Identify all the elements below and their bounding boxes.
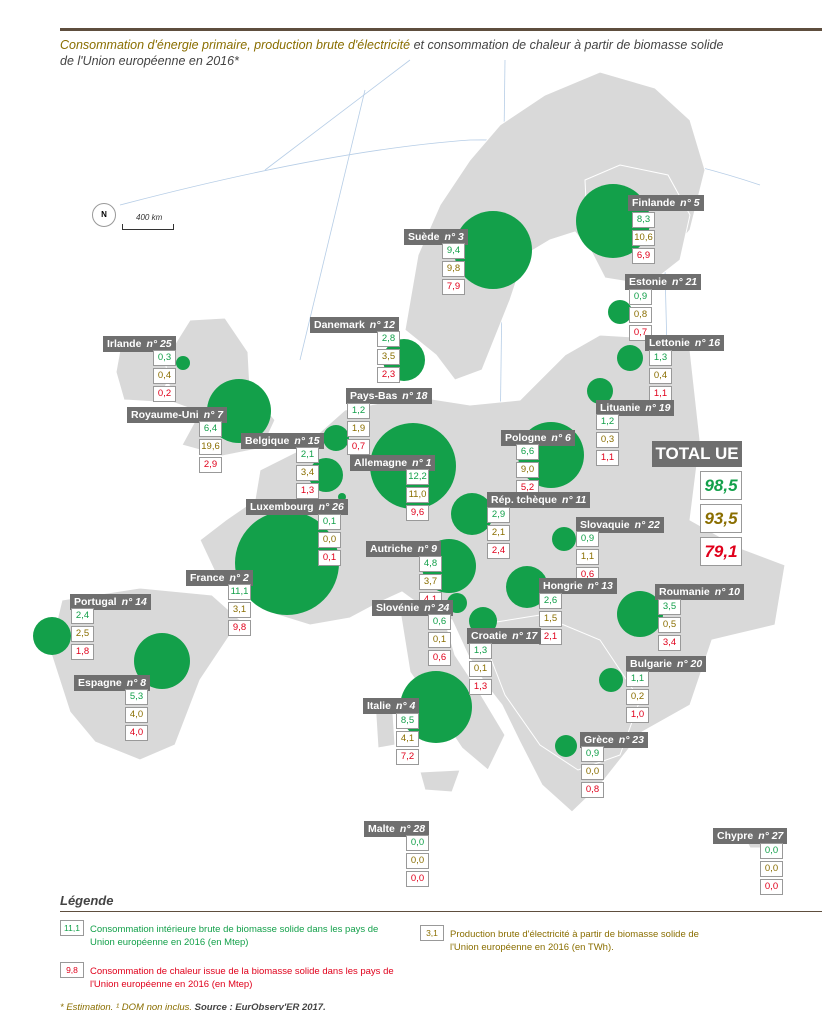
scale-label: 400 km <box>136 213 163 222</box>
label-pologne: Pologne n° 6 <box>501 430 575 446</box>
values-france: 11,1 3,1 9,8 <box>228 584 251 638</box>
values-espagne: 5,3 4,0 4,0 <box>125 689 148 743</box>
bubble-roumanie <box>617 591 663 637</box>
values-suede: 9,4 9,8 7,9 <box>442 243 465 297</box>
bubble-france <box>235 511 339 615</box>
values-hongrie: 2,6 1,5 2,1 <box>539 593 562 647</box>
label-lettonie: Lettonie n° 16 <box>645 335 725 351</box>
footnote: * Estimation. ¹ DOM non inclus. Source :… <box>60 1002 326 1013</box>
label-croatie: Croatie n° 17 <box>467 628 542 644</box>
bubble-suede <box>454 211 532 289</box>
sicily-shape <box>419 769 461 793</box>
legend-text-heat: Consommation de chaleur issue de la biom… <box>90 966 394 990</box>
values-lituanie: 1,2 0,3 1,1 <box>596 414 619 468</box>
bubble-irlande <box>176 356 190 370</box>
values-finlande: 8,3 10,6 6,9 <box>632 212 655 266</box>
legend-rule <box>60 911 822 912</box>
legend-text-electricity: Production brute d'électricité à partir … <box>450 929 699 953</box>
values-chypre: 0,0 0,0 0,0 <box>760 843 783 897</box>
label-hongrie: Hongrie n° 13 <box>539 578 617 594</box>
values-italie: 8,5 4,1 7,2 <box>396 713 419 767</box>
total-electricity: 93,5 <box>700 504 742 533</box>
label-suede: Suède n° 3 <box>404 229 468 245</box>
values-danemark: 2,8 3,5 2,3 <box>377 331 400 385</box>
values-allemagne: 12,2 11,0 9,6 <box>406 469 429 523</box>
label-danemark: Danemark n° 12 <box>310 317 399 333</box>
values-slovenie: 0,6 0,1 0,6 <box>428 614 451 668</box>
title-part-3: de l'Union européenne en 2016* <box>60 54 239 68</box>
total-heat: 79,1 <box>700 537 742 566</box>
bubble-lituanie <box>587 378 613 404</box>
top-rule <box>60 28 822 31</box>
values-irlande: 0,3 0,4 0,2 <box>153 350 176 404</box>
values-pologne: 6,6 9,0 5,2 <box>516 444 539 498</box>
north-arrow-icon: N <box>92 203 116 227</box>
legend-sample-electricity: 3,1 <box>420 925 444 941</box>
values-malte: 0,0 0,0 0,0 <box>406 835 429 889</box>
bubble-hongrie <box>506 566 548 608</box>
legend-text-consumption: Consommation intérieure brute de biomass… <box>90 924 379 948</box>
label-chypre: Chypre n° 27 <box>713 828 788 844</box>
title-part-1: Consommation d'énergie primaire, product… <box>60 38 411 52</box>
bubble-pays-bas <box>323 425 349 451</box>
label-rep-tcheque: Rép. tchèque n° 11 <box>487 492 591 508</box>
values-portugal: 2,4 2,5 1,8 <box>71 608 94 662</box>
values-grece: 0,9 0,0 0,8 <box>581 746 604 800</box>
label-belgique: Belgique n° 15 <box>241 433 324 449</box>
legend-title: Légende <box>60 893 114 908</box>
label-grece: Grèce n° 23 <box>580 732 648 748</box>
map-title: Consommation d'énergie primaire, product… <box>60 37 820 69</box>
bubble-portugal <box>33 617 71 655</box>
values-belgique: 2,1 3,4 1,3 <box>296 447 319 501</box>
label-estonie: Estonie n° 21 <box>625 274 702 290</box>
label-pays-bas: Pays-Bas n° 18 <box>346 388 432 404</box>
legend-sample-consumption: 11,1 <box>60 920 84 936</box>
label-luxembourg: Luxembourg n° 26 <box>246 499 348 515</box>
label-slovaquie: Slovaquie n° 22 <box>576 517 664 533</box>
label-autriche: Autriche n° 9 <box>366 541 441 557</box>
label-irlande: Irlande n° 25 <box>103 336 176 352</box>
scale-bar <box>122 224 174 230</box>
values-bulgarie: 1,1 0,2 1,0 <box>626 671 649 725</box>
values-croatie: 1,3 0,1 1,3 <box>469 643 492 697</box>
values-roumanie: 3,5 0,5 3,4 <box>658 599 681 653</box>
bubble-bulgarie <box>599 668 623 692</box>
label-portugal: Portugal n° 14 <box>70 594 151 610</box>
footnote-source: Source : EurObserv'ER 2017. <box>194 1002 326 1013</box>
total-consumption: 98,5 <box>700 471 742 500</box>
label-slovenie: Slovénie n° 24 <box>372 600 454 616</box>
label-royaume-uni: Royaume-Uni n° 7 <box>127 407 228 423</box>
label-allemagne: Allemagne n° 1 <box>350 455 436 471</box>
bubble-rep-tcheque <box>451 493 493 535</box>
values-lettonie: 1,3 0,4 1,1 <box>649 350 672 404</box>
label-finlande: Finlande n° 5 <box>628 195 704 211</box>
values-luxembourg: 0,1 0,0 0,1 <box>318 514 341 568</box>
bubble-lettonie <box>617 345 643 371</box>
label-espagne: Espagne n° 8 <box>74 675 151 691</box>
title-part-2: et consommation de chaleur à partir de b… <box>410 38 724 52</box>
label-italie: Italie n° 4 <box>363 698 420 714</box>
footnote-note: * Estimation. ¹ DOM non inclus. <box>60 1002 195 1013</box>
values-rep-tcheque: 2,9 2,1 2,4 <box>487 507 510 561</box>
label-malte: Malte n° 28 <box>364 821 430 837</box>
bubble-slovaquie <box>552 527 576 551</box>
total-ue-label: TOTAL UE <box>652 441 742 467</box>
label-lituanie: Lituanie n° 19 <box>596 400 675 416</box>
total-ue-panel: TOTAL UE 98,5 93,5 79,1 <box>652 441 742 566</box>
bubble-estonie <box>608 300 632 324</box>
values-estonie: 0,9 0,8 0,7 <box>629 289 652 343</box>
values-slovaquie: 0,9 1,1 0,6 <box>576 531 599 585</box>
label-roumanie: Roumanie n° 10 <box>655 584 744 600</box>
bubble-grece <box>555 735 577 757</box>
values-pays-bas: 1,2 1,9 0,7 <box>347 403 370 457</box>
label-france: France n° 2 <box>186 570 253 586</box>
legend-sample-heat: 9,8 <box>60 962 84 978</box>
bubble-royaume-uni <box>207 379 271 443</box>
label-bulgarie: Bulgarie n° 20 <box>626 656 707 672</box>
values-royaume-uni: 6,4 19,6 2,9 <box>199 421 222 475</box>
